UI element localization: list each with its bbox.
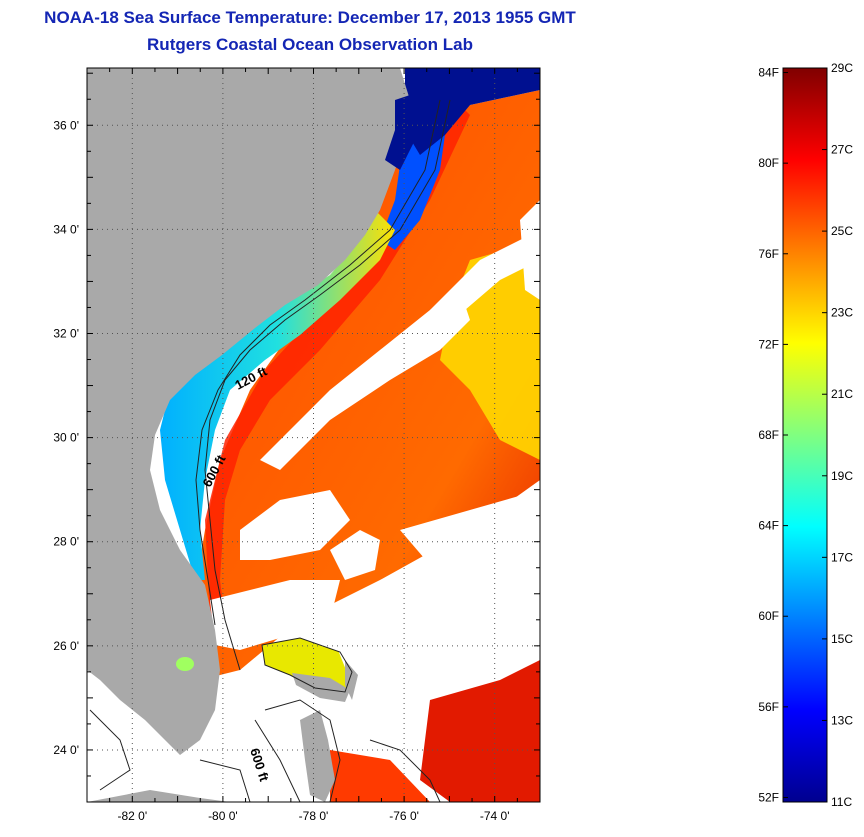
fahrenheit-tick-label: 52F — [758, 790, 779, 804]
land-eleuthera — [345, 660, 358, 700]
cloud-cover — [87, 200, 540, 802]
warm-patch-south — [330, 750, 430, 802]
celsius-tick-label: 17C — [831, 550, 853, 564]
celsius-tick-label: 13C — [831, 713, 853, 727]
lat-tick-label: 24 0' — [53, 743, 79, 757]
colorbar-gradient — [782, 67, 828, 803]
colorbar-svg: 29C 27C 25C 23C 21C 19C 17C 15C 13C 11C 84F 80F 76F 7… — [758, 61, 853, 809]
celsius-tick-label: 25C — [831, 224, 853, 238]
celsius-tick-label: 27C — [831, 143, 853, 157]
map-subtitle: Rutgers Coastal Ocean Observation Lab — [147, 35, 473, 54]
land-cuba — [87, 790, 230, 802]
grid — [87, 68, 540, 802]
celsius-tick-label: 29C — [831, 61, 853, 75]
fahrenheit-tick-label: 64F — [758, 519, 779, 533]
warm-patch-southeast — [420, 660, 540, 802]
bathymetry-contours — [89, 99, 451, 802]
land-andros-island — [300, 710, 335, 802]
celsius-tick-label: 23C — [831, 306, 853, 320]
fahrenheit-tick-label: 68F — [758, 428, 779, 442]
celsius-tick-label: 21C — [831, 387, 853, 401]
lat-tick-label: 32 0' — [53, 326, 79, 340]
lon-tick-label: -80 0' — [208, 809, 238, 823]
lat-tick-label: 34 0' — [53, 222, 79, 236]
lat-tick-label: 30 0' — [53, 431, 79, 445]
colorbar-ticks: 29C 27C 25C 23C 21C 19C 17C 15C 13C 11C 84F 80F 76F 7… — [758, 61, 853, 809]
fahrenheit-tick-label: 80F — [758, 156, 779, 170]
land-mainland — [87, 68, 410, 755]
map-svg: 36 0' 34 0' 32 0' 30 0' 28 0' 26 0' 24 0' -82 0… — [53, 67, 541, 823]
shelf-water — [160, 210, 395, 580]
sst-map: 36 0' 34 0' 32 0' 30 0' 28 0' 26 0' 24 0' -82 0… — [0, 60, 560, 832]
lon-tick-label: -74 0' — [480, 809, 510, 823]
lat-tick-label: 26 0' — [53, 639, 79, 653]
axis-ticks: 36 0' 34 0' 32 0' 30 0' 28 0' 26 0' 24 0' -82 0… — [53, 68, 541, 823]
lon-tick-label: -82 0' — [117, 809, 147, 823]
fahrenheit-tick-label: 60F — [758, 609, 779, 623]
lat-tick-label: 28 0' — [53, 535, 79, 549]
map-title: NOAA-18 Sea Surface Temperature: Decembe… — [44, 8, 576, 27]
lat-tick-label: 36 0' — [53, 118, 79, 132]
pamlico-sound — [385, 95, 415, 170]
fahrenheit-tick-label: 76F — [758, 247, 779, 261]
fahrenheit-tick-label: 84F — [758, 66, 779, 80]
celsius-tick-label: 19C — [831, 469, 853, 483]
celsius-tick-label: 11C — [831, 795, 852, 809]
fahrenheit-tick-label: 72F — [758, 337, 779, 351]
lon-tick-label: -76 0' — [389, 809, 419, 823]
cold-water-north — [405, 68, 540, 160]
celsius-tick-label: 15C — [831, 632, 853, 646]
fahrenheit-tick-label: 56F — [758, 700, 779, 714]
lake-okeechobee — [176, 657, 194, 671]
land-grand-bahama — [292, 673, 350, 702]
colorbar: 29C 27C 25C 23C 21C 19C 17C 15C 13C 11C 84F 80F 76F 7… — [735, 56, 864, 832]
lon-tick-label: -78 0' — [299, 809, 329, 823]
